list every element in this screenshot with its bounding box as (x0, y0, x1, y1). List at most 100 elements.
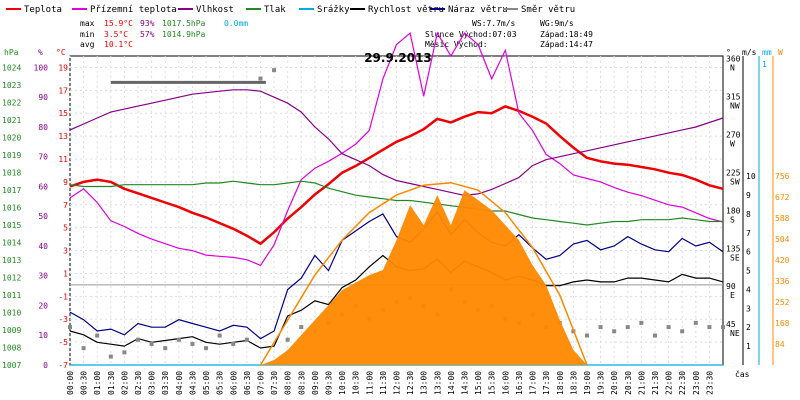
x-tick-label: 21:30 (651, 371, 660, 395)
series-naraz-vetru-line (69, 210, 724, 340)
y-tick-hpa: 1007 (2, 361, 21, 370)
y-tick-dir: 180 (726, 206, 741, 215)
y-tick-hpa: 1024 (2, 63, 21, 72)
x-tick-label: 18:30 (569, 371, 578, 395)
series-smer-vetru-point (81, 346, 86, 351)
x-tick-label: 03:00 (148, 371, 157, 395)
series-smer-vetru-point (122, 350, 127, 355)
y-tick-hpa: 1016 (2, 203, 21, 212)
series-smer-vetru-point (204, 346, 209, 351)
stats-block: max 15.9°C 93% 1017.5hPa 0.0mm min 3.5°C… (80, 19, 593, 49)
series-tlak-line (69, 180, 723, 226)
y-tick-hpa: 1019 (2, 151, 21, 160)
x-tick-label: 16:30 (515, 371, 524, 395)
y-tick-temp: -5 (58, 338, 68, 347)
x-tick-label: 18:00 (556, 371, 565, 395)
stat-avg-temp: 10.1°C (104, 40, 133, 49)
axis-unit-degc: °C (56, 48, 66, 57)
x-tick-label: 17:00 (529, 371, 538, 395)
y-tick-pct: 90 (38, 93, 48, 102)
y-tick-dir-label: SW (730, 177, 740, 186)
y-tick-dir: 135 (726, 244, 741, 253)
legend-label: Přízemní teplota (90, 5, 177, 15)
x-tick-label: 23:30 (705, 371, 714, 395)
y-tick-temp: 9 (63, 178, 68, 187)
y-tick-hpa: 1012 (2, 273, 21, 282)
chart-title: 29.9.2013 (364, 51, 432, 65)
y-tick-ms: 4 (746, 285, 751, 294)
y-tick-temp: 3 (63, 247, 68, 256)
series-smer-vetru-point (244, 337, 249, 342)
moon-set: Západ:14:47 (540, 40, 593, 49)
plot-area (68, 31, 725, 366)
y-tick-ms: 10 (746, 172, 756, 181)
wind-ws: WS:7.7m/s (472, 19, 516, 28)
series-smer-vetru-point (693, 320, 698, 325)
x-tick-label: 10:00 (338, 371, 347, 395)
y-tick-hpa: 1017 (2, 186, 21, 195)
x-tick-label: 08:00 (284, 371, 293, 395)
axis-unit-hpa: hPa (4, 48, 19, 57)
y-tick-ms: 6 (746, 248, 751, 257)
y-tick-w: 336 (775, 277, 790, 286)
y-tick-w: 168 (775, 319, 790, 328)
series-smer-vetru-point (231, 341, 236, 346)
y-tick-dir-label: S (730, 215, 735, 224)
y-tick-hpa: 1008 (2, 343, 21, 352)
x-tick-label: 19:30 (597, 371, 606, 395)
legend-label: Rychlost větru (368, 5, 444, 15)
x-tick-label: 04:00 (175, 371, 184, 395)
y-tick-dir: 225 (726, 168, 741, 177)
y-tick-hpa: 1023 (2, 81, 21, 90)
y-tick-temp: 11 (58, 155, 68, 164)
axis-unit-mm: mm (762, 48, 772, 57)
series-smer-vetru-point (666, 325, 671, 330)
y-tick-w: 672 (775, 193, 790, 202)
x-tick-label: 00:30 (80, 371, 89, 395)
x-tick-label: 21:00 (637, 371, 646, 395)
x-tick-label: 20:30 (624, 371, 633, 395)
stat-min-press: 1014.9hPa (162, 30, 206, 39)
series-prizemni-teplota-line (69, 31, 724, 267)
series-smer-vetru-point (598, 325, 603, 330)
y-tick-temp: -7 (58, 361, 68, 370)
x-tick-label: 09:00 (311, 371, 320, 395)
series-max-solar-line (259, 181, 588, 366)
y-tick-hpa: 1022 (2, 98, 21, 107)
series-smer-vetru-point (68, 325, 72, 330)
y-tick-ms: 1 (746, 342, 751, 351)
sun-set: Západ:18:49 (540, 30, 593, 39)
series-solar-area (260, 190, 587, 365)
y-tick-pct: 70 (38, 153, 48, 162)
series-smer-vetru-point (272, 68, 277, 73)
axis-unit-time: čas (735, 369, 750, 379)
x-tick-label: 14:30 (461, 371, 470, 395)
y-tick-pct: 20 (38, 301, 48, 310)
series-smer-vetru-point (612, 329, 617, 334)
stat-max-rain: 0.0mm (224, 19, 248, 28)
stat-min-hum: 57% (140, 30, 155, 39)
y-tick-hpa: 1015 (2, 221, 21, 230)
x-tick-label: 16:00 (501, 371, 510, 395)
y-tick-hpa: 1020 (2, 133, 21, 142)
legend-label: Teplota (24, 5, 62, 15)
y-tick-pct: 80 (38, 123, 48, 132)
x-tick-label: 11:00 (365, 371, 374, 395)
x-tick-label: 22:00 (665, 371, 674, 395)
x-tick-label: 05:30 (216, 371, 225, 395)
series-smer-vetru-point (95, 333, 100, 338)
series-smer-vetru-point (680, 329, 685, 334)
y-tick-w: 252 (775, 298, 790, 307)
series-vlhkost-line (69, 89, 724, 197)
x-tick-label: 01:00 (93, 371, 102, 395)
x-tick-label: 06:30 (243, 371, 252, 395)
series-smer-vetru-point (584, 333, 589, 338)
sun-rise: Slunce Východ:07:03 (425, 30, 517, 39)
x-tick-label: 05:00 (202, 371, 211, 395)
legend-label: Vlhkost (196, 5, 234, 15)
y-tick-w: 504 (775, 235, 790, 244)
series-smer-vetru-point (176, 337, 181, 342)
x-tick-label: 10:30 (352, 371, 361, 395)
x-tick-label: 12:00 (393, 371, 402, 395)
